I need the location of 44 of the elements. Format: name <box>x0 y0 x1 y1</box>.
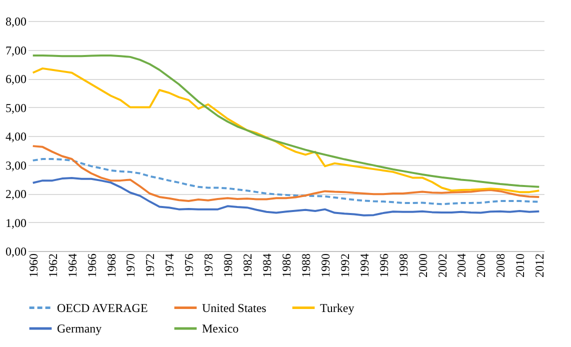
x-tick-label: 2006 <box>474 254 488 278</box>
y-tick-label: 8,00 <box>6 14 26 28</box>
legend-label: Germany <box>57 322 102 336</box>
x-tick-label: 1998 <box>396 254 410 278</box>
y-tick-label: 1,00 <box>6 216 26 230</box>
x-tick-label: 1982 <box>240 254 255 278</box>
x-tick-label: 2004 <box>454 254 469 278</box>
x-tick-label: 1966 <box>84 254 99 278</box>
y-tick-label: 0,00 <box>6 244 26 258</box>
y-tick-label: 6,00 <box>6 72 26 86</box>
x-tick-label: 1996 <box>376 254 391 278</box>
x-tick-label: 1960 <box>26 254 40 278</box>
y-tick-label: 2,00 <box>6 187 26 201</box>
y-tick-label: 4,00 <box>6 130 26 144</box>
x-tick-label: 1968 <box>104 254 118 278</box>
line-series <box>32 176 540 216</box>
x-tick-label: 1972 <box>143 254 158 278</box>
x-tick-label: 1986 <box>280 254 294 278</box>
x-tick-label: 1990 <box>318 254 332 278</box>
x-tick-label: 1976 <box>182 254 196 278</box>
x-tick-label: 1984 <box>260 254 274 278</box>
x-tick-label: 1970 <box>124 254 138 278</box>
x-tick-label: 1964 <box>65 254 80 278</box>
x-tick-label: 2000 <box>416 254 430 278</box>
x-tick-label: 1962 <box>46 254 60 278</box>
legend-label: Mexico <box>202 322 239 336</box>
legend-label: United States <box>202 300 267 315</box>
x-tick-label: 1988 <box>298 254 313 278</box>
line-series <box>32 158 540 206</box>
y-tick-label: 3,00 <box>6 158 26 172</box>
y-tick-label: 7,00 <box>6 43 26 58</box>
x-tick-label: 1980 <box>221 254 236 278</box>
x-tick-label: 1992 <box>338 254 352 278</box>
x-tick-label: 1994 <box>357 254 372 278</box>
line-series <box>32 145 540 202</box>
x-tick-label: 2012 <box>532 254 547 278</box>
x-tick-label: 2002 <box>435 254 450 278</box>
x-tick-label: 2010 <box>513 254 528 278</box>
y-tick-label: 5,00 <box>6 100 26 115</box>
x-tick-label: 1978 <box>202 254 216 278</box>
legend-label: OECD AVERAGE <box>57 300 148 315</box>
x-tick-label: 1974 <box>162 254 177 278</box>
x-tick-label: 2008 <box>494 254 508 278</box>
legend-label: Turkey <box>320 300 354 315</box>
